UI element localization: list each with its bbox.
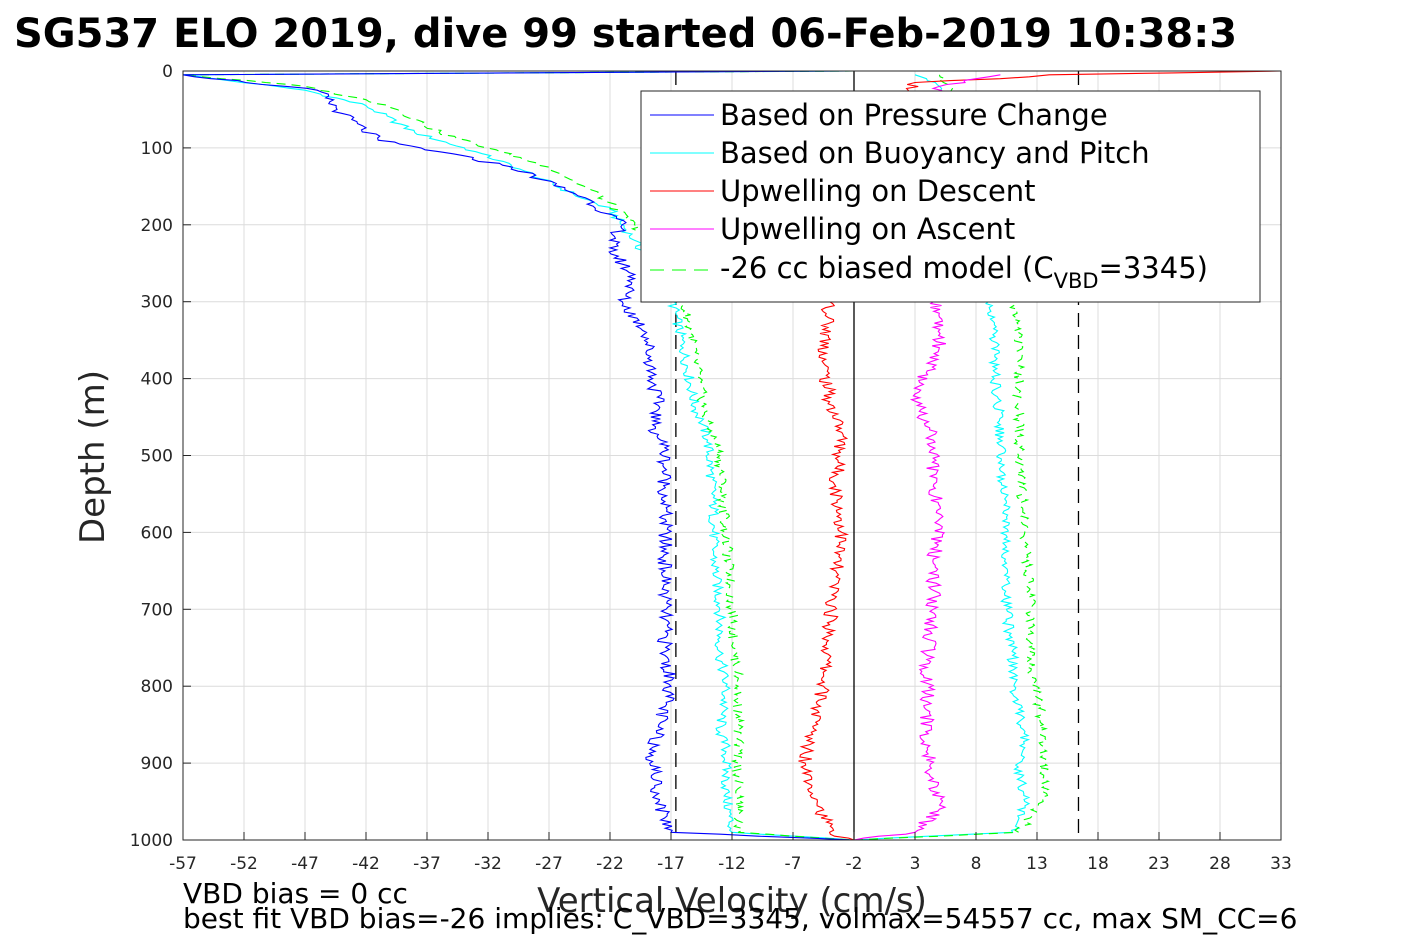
- x-tick-label: -37: [413, 854, 441, 874]
- x-tick-label: -57: [169, 854, 197, 874]
- y-tick-label: 800: [141, 677, 173, 697]
- y-axis-label: Depth (m): [73, 370, 113, 544]
- legend: Based on Pressure Change Based on Buoyan…: [640, 90, 1261, 303]
- note-best-fit: best fit VBD bias=-26 implies: C_VBD=334…: [183, 902, 1297, 935]
- y-tick-label: 200: [141, 216, 173, 236]
- x-axis-ticks: -57 -52 -47 -42 -37 -32 -27 -22 -17 -12 -7 -2 3 8 13 18…: [169, 832, 1292, 874]
- legend-label-biased-model: -26 cc biased model (CVBD=3345): [720, 251, 1208, 293]
- legend-label-upwelling-ascent: Upwelling on Ascent: [720, 212, 1015, 246]
- x-tick-label: 13: [1026, 854, 1048, 874]
- legend-label-biased-main: -26 cc biased model (C: [720, 251, 1054, 285]
- x-tick-label: 3: [910, 854, 921, 874]
- x-tick-label: 28: [1209, 854, 1231, 874]
- y-tick-label: 100: [141, 139, 173, 159]
- x-tick-label: -17: [657, 854, 685, 874]
- legend-box: [640, 90, 1261, 303]
- y-tick-label: 400: [141, 370, 173, 390]
- x-tick-label: -12: [718, 854, 746, 874]
- note-vbd-bias: VBD bias = 0 cc: [183, 877, 408, 910]
- x-tick-label: 8: [971, 854, 982, 874]
- series-line-26-cc-biased-model-cvbd-3345-ascent: [853, 74, 1051, 841]
- y-tick-label: 300: [141, 293, 173, 313]
- y-axis-ticks: 0 100 200 300 400 500 600 700 800 900 1000: [130, 62, 191, 851]
- x-tick-label: 23: [1148, 854, 1170, 874]
- y-tick-label: 900: [141, 754, 173, 774]
- x-tick-label: -32: [474, 854, 502, 874]
- chart-title: SG537 ELO 2019, dive 99 started 06-Feb-2…: [14, 11, 1237, 57]
- y-tick-label: 600: [141, 523, 173, 543]
- x-tick-label: -27: [535, 854, 563, 874]
- x-tick-label: -7: [785, 854, 802, 874]
- x-tick-label: 18: [1087, 854, 1109, 874]
- y-tick-label: 500: [141, 447, 173, 467]
- x-tick-label: -2: [846, 854, 863, 874]
- x-axis-label: Vertical Velocity (cm/s): [537, 881, 927, 921]
- legend-label-upwelling-descent: Upwelling on Descent: [720, 174, 1036, 208]
- legend-label-buoyancy: Based on Buoyancy and Pitch: [720, 136, 1150, 170]
- x-tick-label: -22: [596, 854, 624, 874]
- series-line-based-on-pressure-change: [182, 70, 855, 841]
- legend-label-biased-tail: =3345): [1099, 251, 1208, 285]
- y-tick-label: 700: [141, 600, 173, 620]
- x-tick-label: -47: [291, 854, 319, 874]
- series-line-26-cc-biased-model-cvbd-3345-descent: [182, 70, 855, 841]
- y-tick-label: 0: [162, 62, 173, 82]
- x-tick-label: -42: [352, 854, 380, 874]
- legend-label-pressure: Based on Pressure Change: [720, 98, 1108, 132]
- legend-label-biased-sub: VBD: [1054, 269, 1099, 293]
- y-tick-label: 1000: [130, 831, 173, 851]
- x-tick-label: 33: [1270, 854, 1292, 874]
- series-line-based-on-buoyancy-and-pitch-descent: [182, 70, 855, 841]
- x-tick-label: -52: [230, 854, 258, 874]
